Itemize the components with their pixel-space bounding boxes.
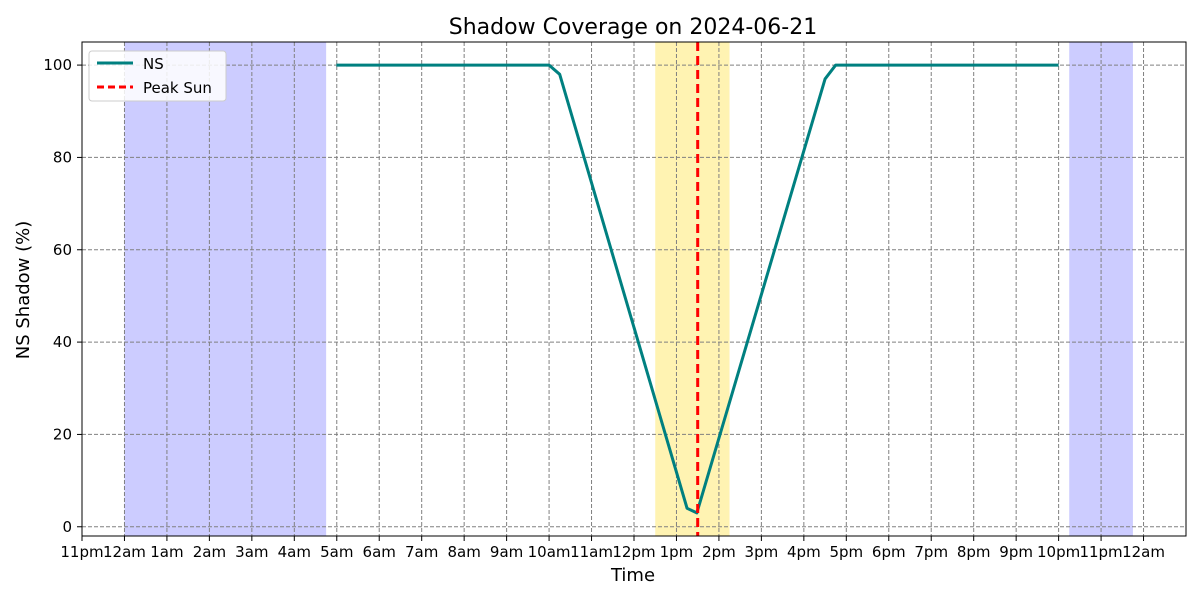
x-tick-label-5: 4am	[278, 543, 311, 561]
x-tick-label-23: 10pm	[1037, 543, 1080, 561]
shaded-region-2	[655, 42, 730, 536]
x-tick-label-25: 12am	[1122, 543, 1165, 561]
x-tick-label-0: 11pm	[60, 543, 103, 561]
y-axis-ticks: 0 20 40 60 80 100	[43, 56, 82, 536]
y-tick-label-100: 100	[43, 56, 72, 74]
x-tick-label-22: 9pm	[999, 543, 1033, 561]
x-tick-label-3: 2am	[193, 543, 226, 561]
x-tick-label-6: 5am	[320, 543, 353, 561]
y-tick-label-0: 0	[62, 518, 72, 536]
x-tick-label-2: 1am	[150, 543, 183, 561]
x-tick-label-10: 9am	[490, 543, 523, 561]
x-tick-label-24: 11pm	[1079, 543, 1122, 561]
y-tick-label-40: 40	[53, 333, 72, 351]
x-tick-label-13: 12pm	[612, 543, 655, 561]
series-lines	[336, 63, 1059, 515]
y-axis-label: NS Shadow (%)	[13, 221, 34, 360]
x-tick-label-7: 6am	[363, 543, 396, 561]
x-tick-label-17: 4pm	[787, 543, 821, 561]
x-tick-label-15: 2pm	[702, 543, 736, 561]
x-tick-label-20: 7pm	[914, 543, 948, 561]
legend-peak-sun-label: Peak Sun	[143, 79, 212, 97]
x-tick-label-14: 1pm	[660, 543, 694, 561]
x-axis-ticks: 11pm 12am 1am 2am 3am 4am 5am 6am 7am 8am 9am 10am 1…	[60, 536, 1165, 561]
chart-title: Shadow Coverage on 2024-06-21	[449, 15, 817, 40]
x-tick-label-11: 10am	[528, 543, 571, 561]
series-line-ns	[336, 63, 1059, 515]
y-tick-label-20: 20	[53, 425, 72, 443]
x-tick-label-8: 7am	[405, 543, 438, 561]
y-tick-label-60: 60	[53, 241, 72, 259]
x-axis-label: Time	[610, 565, 655, 586]
x-tick-label-18: 5pm	[829, 543, 863, 561]
x-tick-label-12: 11am	[570, 543, 613, 561]
x-tick-label-1: 12am	[103, 543, 146, 561]
x-tick-label-16: 3pm	[745, 543, 779, 561]
shaded-regions	[124, 42, 1133, 536]
shaded-region-0	[124, 42, 327, 536]
grid	[81, 42, 1186, 536]
legend: NS Peak Sun	[88, 50, 227, 102]
x-tick-label-21: 8pm	[957, 543, 991, 561]
legend-ns-label: NS	[143, 55, 164, 73]
y-tick-label-80: 80	[53, 148, 72, 166]
x-tick-label-9: 8am	[447, 543, 480, 561]
x-tick-label-19: 6pm	[872, 543, 906, 561]
x-tick-label-4: 3am	[235, 543, 268, 561]
